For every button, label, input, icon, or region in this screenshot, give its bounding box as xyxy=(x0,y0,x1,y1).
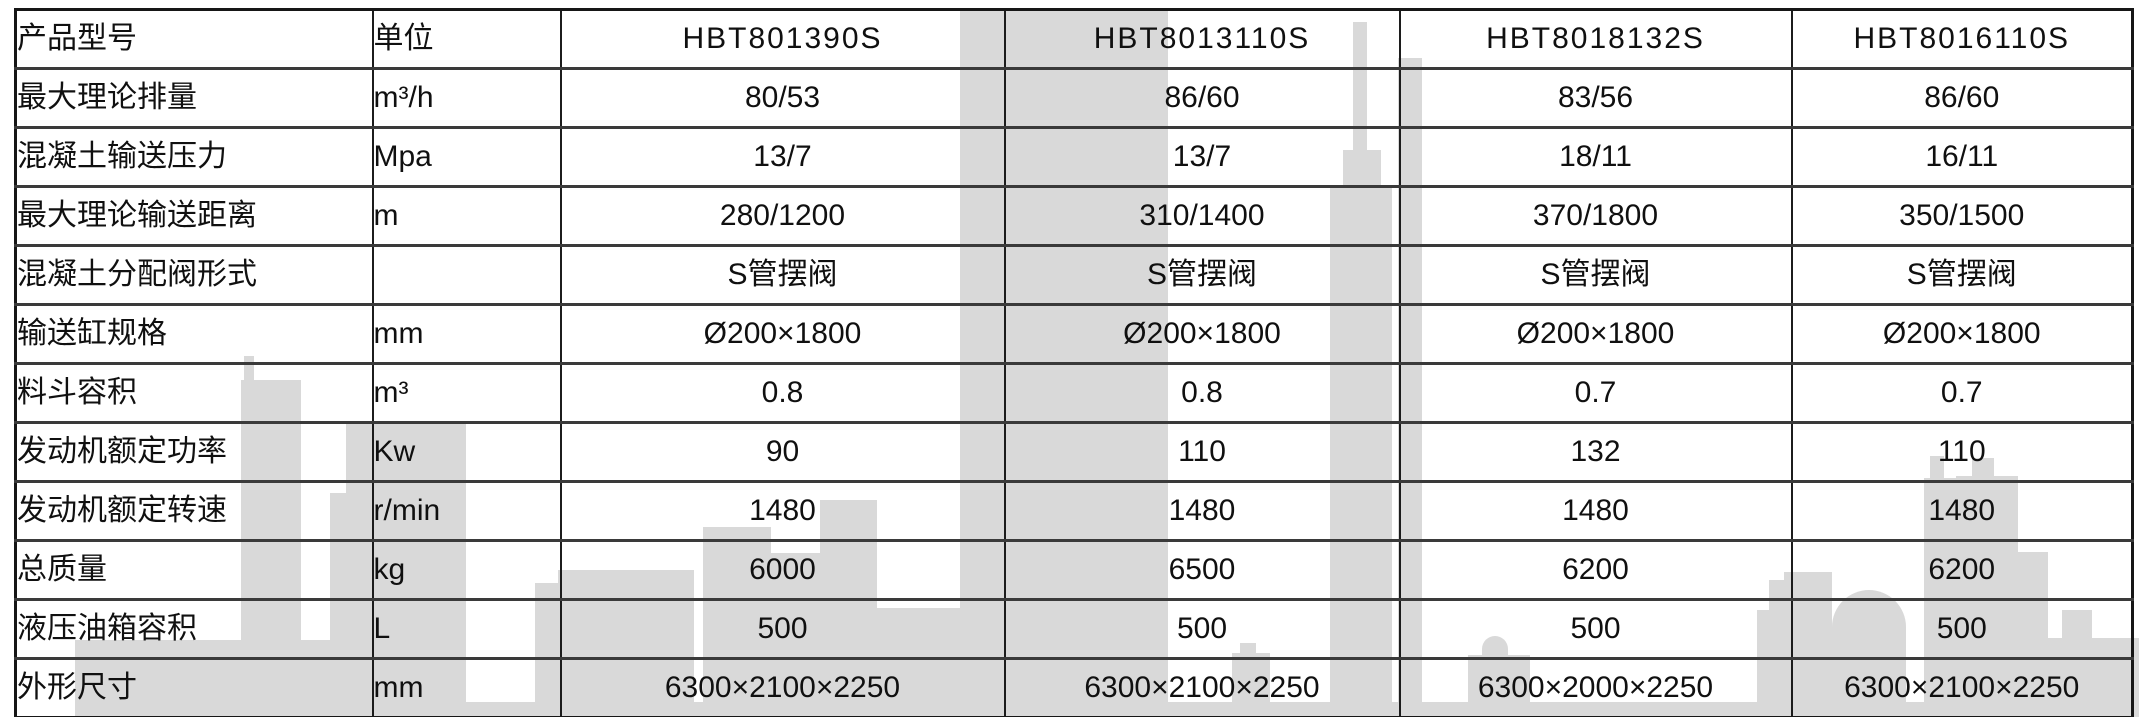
spec-value: 86/60 xyxy=(1003,67,1400,128)
spec-value: 500 xyxy=(559,598,1005,659)
spec-value: 370/1800 xyxy=(1398,185,1792,246)
spec-value: 86/60 xyxy=(1790,67,2133,128)
spec-value: 6300×2100×2250 xyxy=(559,657,1005,717)
spec-value: 350/1500 xyxy=(1790,185,2133,246)
unit-header: 单位 xyxy=(371,9,561,69)
spec-value: 6300×2000×2250 xyxy=(1398,657,1792,717)
spec-row: 料斗容积 m³ 0.8 0.8 0.7 0.7 xyxy=(15,362,2133,423)
spec-value: Ø200×1800 xyxy=(1003,303,1400,364)
spec-value: 18/11 xyxy=(1398,126,1792,187)
spec-value: S管摆阀 xyxy=(1398,244,1792,305)
spec-value: 280/1200 xyxy=(559,185,1005,246)
spec-value: 6200 xyxy=(1790,539,2133,600)
spec-value: 80/53 xyxy=(559,67,1005,128)
row-label: 发动机额定转速 xyxy=(15,480,373,541)
spec-value: 500 xyxy=(1003,598,1400,659)
spec-row: 发动机额定功率 Kw 90 110 132 110 xyxy=(15,421,2133,482)
row-label: 外形尺寸 xyxy=(15,657,373,717)
spec-value: 6300×2100×2250 xyxy=(1790,657,2133,717)
row-unit: L xyxy=(371,598,561,659)
spec-value: 0.8 xyxy=(1003,362,1400,423)
row-unit: m³/h xyxy=(371,67,561,128)
spec-value: 6000 xyxy=(559,539,1005,600)
row-label: 输送缸规格 xyxy=(15,303,373,364)
spec-row: 最大理论排量 m³/h 80/53 86/60 83/56 86/60 xyxy=(15,67,2133,128)
spec-value: S管摆阀 xyxy=(559,244,1005,305)
spec-value: 6500 xyxy=(1003,539,1400,600)
row-label: 液压油箱容积 xyxy=(15,598,373,659)
row-label: 料斗容积 xyxy=(15,362,373,423)
spec-value: 0.7 xyxy=(1398,362,1792,423)
row-label: 最大理论排量 xyxy=(15,67,373,128)
row-unit: Mpa xyxy=(371,126,561,187)
row-label: 混凝土输送压力 xyxy=(15,126,373,187)
row-unit: r/min xyxy=(371,480,561,541)
row-label: 总质量 xyxy=(15,539,373,600)
spec-row: 液压油箱容积 L 500 500 500 500 xyxy=(15,598,2133,659)
spec-value: 500 xyxy=(1790,598,2133,659)
model-name: HBT8016110S xyxy=(1790,9,2133,69)
spec-row: 混凝土输送压力 Mpa 13/7 13/7 18/11 16/11 xyxy=(15,126,2133,187)
row-label: 发动机额定功率 xyxy=(15,421,373,482)
spec-value: 0.7 xyxy=(1790,362,2133,423)
spec-value: 500 xyxy=(1398,598,1792,659)
product-spec-table: 产品型号 单位 HBT801390S HBT8013110S HBT801813… xyxy=(14,8,2134,717)
spec-value: 13/7 xyxy=(1003,126,1400,187)
row-unit: kg xyxy=(371,539,561,600)
header-row: 产品型号 单位 HBT801390S HBT8013110S HBT801813… xyxy=(16,9,2133,69)
spec-value: 13/7 xyxy=(559,126,1005,187)
row-unit: mm xyxy=(371,657,561,717)
spec-row: 总质量 kg 6000 6500 6200 6200 xyxy=(15,539,2133,600)
spec-value: 6200 xyxy=(1398,539,1792,600)
spec-value: 132 xyxy=(1398,421,1792,482)
spec-value: 110 xyxy=(1003,421,1400,482)
model-name: HBT8013110S xyxy=(1003,9,1400,69)
spec-row: 输送缸规格 mm Ø200×1800 Ø200×1800 Ø200×1800 Ø… xyxy=(15,303,2133,364)
spec-value: 16/11 xyxy=(1790,126,2133,187)
spec-row: 混凝土分配阀形式 S管摆阀 S管摆阀 S管摆阀 S管摆阀 xyxy=(15,244,2133,305)
spec-value: 1480 xyxy=(1398,480,1792,541)
row-unit: mm xyxy=(371,303,561,364)
spec-row: 发动机额定转速 r/min 1480 1480 1480 1480 xyxy=(15,480,2133,541)
spec-value: S管摆阀 xyxy=(1003,244,1400,305)
spec-value: S管摆阀 xyxy=(1790,244,2133,305)
spec-value: 83/56 xyxy=(1398,67,1792,128)
spec-value: 310/1400 xyxy=(1003,185,1400,246)
row-unit: m³ xyxy=(371,362,561,423)
spec-value: 110 xyxy=(1790,421,2133,482)
spec-value: Ø200×1800 xyxy=(1398,303,1792,364)
row-label: 混凝土分配阀形式 xyxy=(15,244,373,305)
row-unit: Kw xyxy=(371,421,561,482)
spec-row: 最大理论输送距离 m 280/1200 310/1400 370/1800 35… xyxy=(15,185,2133,246)
row-label: 最大理论输送距离 xyxy=(15,185,373,246)
spec-value: Ø200×1800 xyxy=(1790,303,2133,364)
model-name: HBT8018132S xyxy=(1398,9,1792,69)
row-unit: m xyxy=(371,185,561,246)
spec-value: 1480 xyxy=(1003,480,1400,541)
spec-value: 1480 xyxy=(559,480,1005,541)
spec-value: 0.8 xyxy=(559,362,1005,423)
spec-value: Ø200×1800 xyxy=(559,303,1005,364)
model-name: HBT801390S xyxy=(559,9,1005,69)
spec-value: 1480 xyxy=(1790,480,2133,541)
row-unit xyxy=(371,244,561,305)
spec-value: 6300×2100×2250 xyxy=(1003,657,1400,717)
spec-value: 90 xyxy=(559,421,1005,482)
product-model-header: 产品型号 xyxy=(17,22,137,55)
spec-row: 外形尺寸 mm 6300×2100×2250 6300×2100×2250 63… xyxy=(15,657,2133,717)
